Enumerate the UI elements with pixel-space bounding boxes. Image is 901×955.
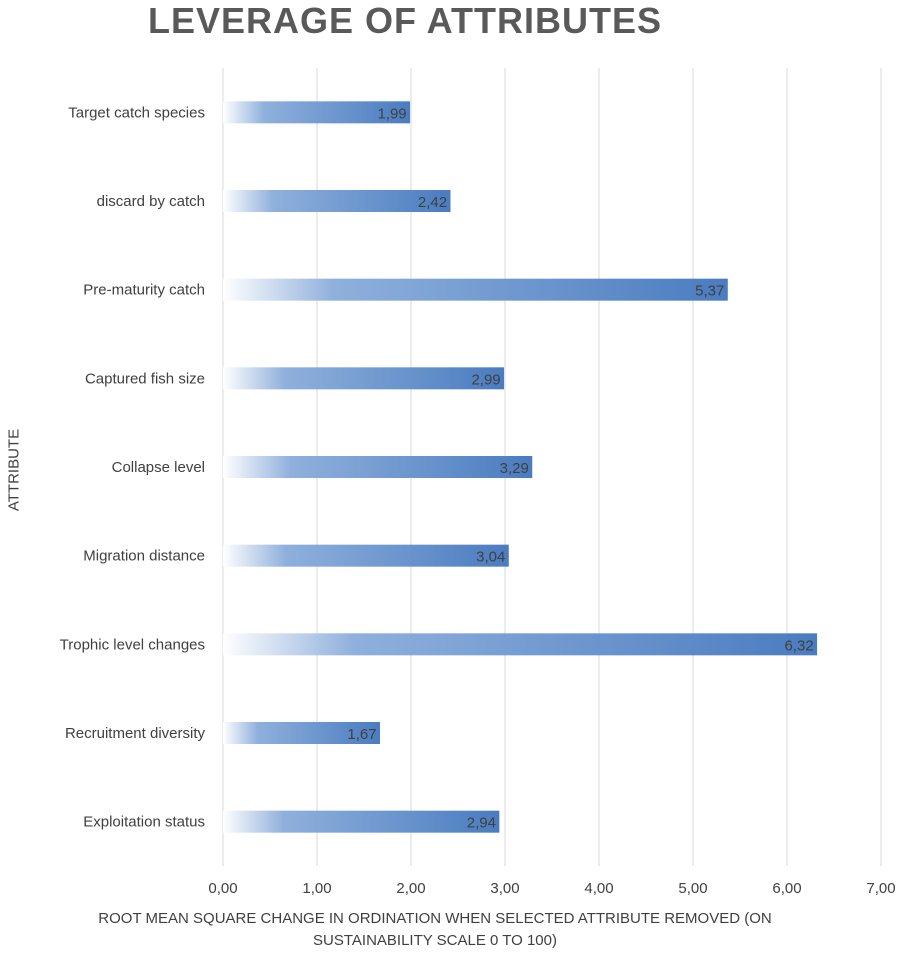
y-tick-label: Captured fish size [85,370,205,387]
bar [223,367,505,390]
y-tick-label: Pre-maturity catch [83,282,205,299]
data-label: 5,37 [695,283,724,300]
x-tick-label: 3,00 [490,880,519,897]
data-label: 2,94 [467,815,496,832]
chart-title: LEVERAGE OF ATTRIBUTES [147,0,662,41]
x-tick-label: 1,00 [302,880,331,897]
x-tick-label: 5,00 [678,880,707,897]
x-tick-label: 6,00 [772,880,801,897]
y-tick-label: Trophic level changes [60,636,205,653]
data-label: 3,04 [476,549,505,566]
x-axis-title-line-2: SUSTAINABILITY SCALE 0 TO 100) [313,932,557,949]
y-tick-label: Collapse level [112,459,205,476]
bar [223,810,500,833]
bar [223,190,451,212]
data-label: 1,67 [347,726,376,743]
bar [223,633,818,656]
data-label: 6,32 [784,637,813,654]
bar [223,722,380,744]
bar [223,456,533,478]
x-tick-label: 4,00 [584,880,613,897]
bar [223,278,728,301]
x-tick-label: 7,00 [866,880,895,897]
x-tick-label: 2,00 [396,880,425,897]
bar [223,101,411,124]
data-label: 1,99 [377,105,406,122]
y-tick-label: Recruitment diversity [65,725,206,742]
data-label: 2,42 [418,194,447,211]
y-tick-label: Exploitation status [83,814,205,831]
data-label: 2,99 [471,371,500,388]
y-tick-label: discard by catch [97,193,205,210]
x-axis-title: ROOT MEAN SQUARE CHANGE IN ORDINATION WH… [20,908,850,952]
y-tick-label: Migration distance [83,548,205,565]
y-tick-label: Target catch species [68,104,205,121]
x-axis-title-line-1: ROOT MEAN SQUARE CHANGE IN ORDINATION WH… [98,910,772,927]
x-tick-label: 0,00 [208,880,237,897]
data-label: 3,29 [500,460,529,477]
bar [223,544,509,567]
